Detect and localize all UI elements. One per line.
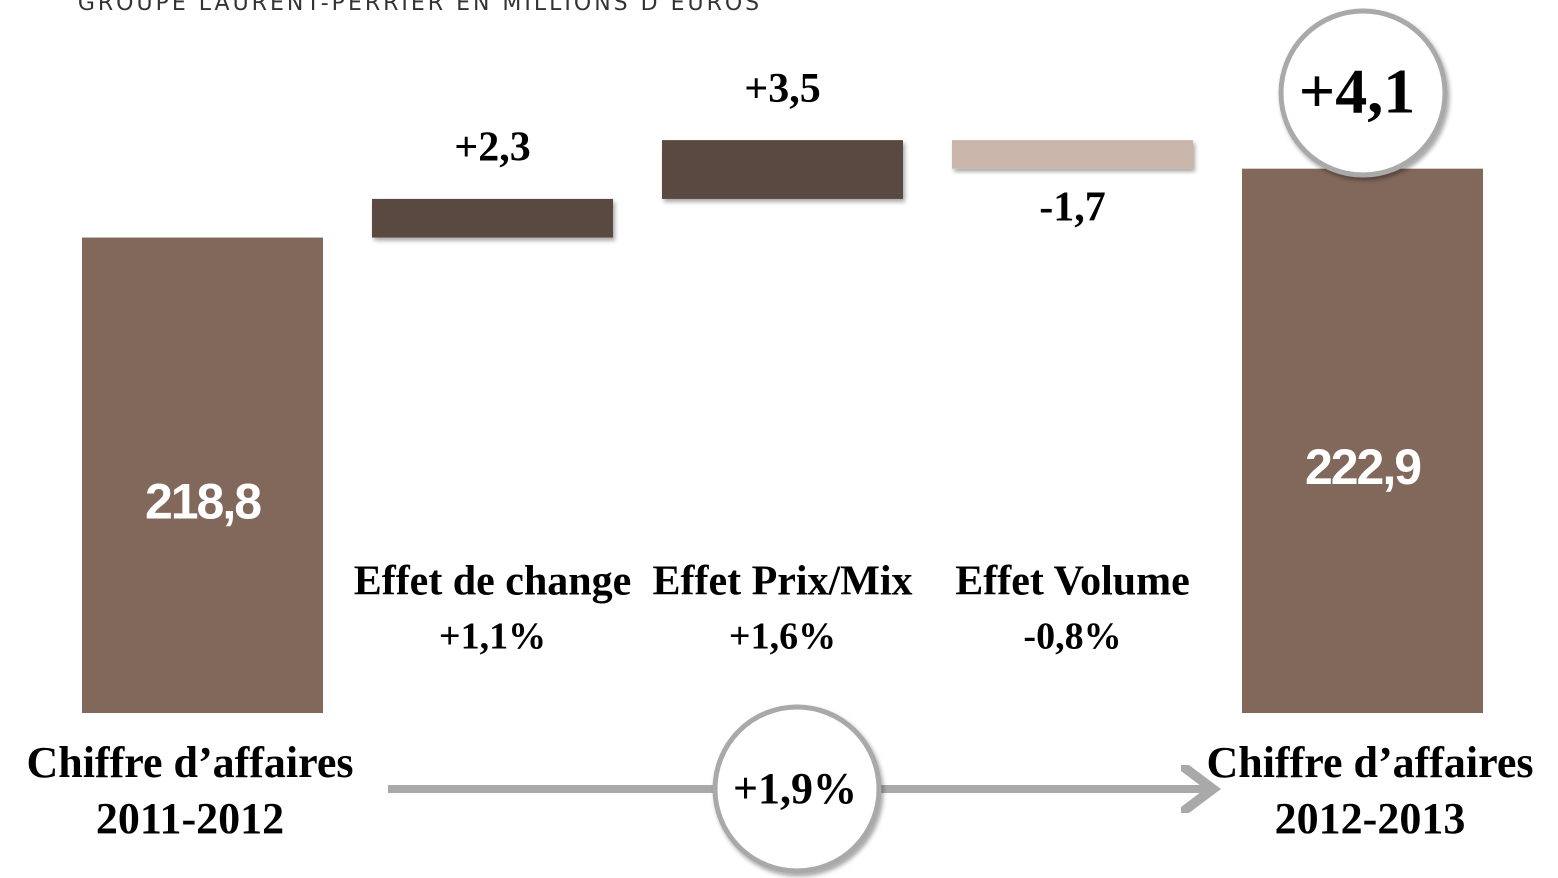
category-label: Chiffre d’affaires bbox=[1206, 738, 1533, 787]
chart-title: Groupe Laurent-Perrier en millions d’eur… bbox=[78, 0, 762, 16]
total-change: +4,1 bbox=[1299, 56, 1415, 127]
bar bbox=[662, 140, 903, 199]
percent-label: -0,8% bbox=[1023, 616, 1121, 658]
badge bbox=[712, 704, 882, 874]
percent-label: +1,6% bbox=[729, 616, 836, 658]
category-label: Effet Prix/Mix bbox=[652, 559, 912, 605]
bar bbox=[372, 198, 613, 238]
value-label: 222,9 bbox=[1305, 439, 1420, 495]
value-label: 218,8 bbox=[145, 473, 261, 529]
badge bbox=[1278, 8, 1448, 178]
bar bbox=[952, 140, 1193, 169]
category-label: Effet Volume bbox=[955, 559, 1190, 605]
category-label: 2011-2012 bbox=[96, 794, 284, 843]
percent-label: +1,1% bbox=[439, 616, 546, 658]
bar bbox=[82, 237, 323, 713]
category-label: 2012-2013 bbox=[1275, 794, 1466, 843]
value-label: -1,7 bbox=[1039, 184, 1106, 230]
bar bbox=[1242, 168, 1483, 713]
category-label: Effet de change bbox=[354, 559, 632, 605]
total-change-percent: +1,9% bbox=[733, 764, 857, 813]
value-label: +2,3 bbox=[454, 125, 530, 171]
value-label: +3,5 bbox=[744, 66, 820, 112]
category-label: Chiffre d’affaires bbox=[26, 738, 353, 787]
